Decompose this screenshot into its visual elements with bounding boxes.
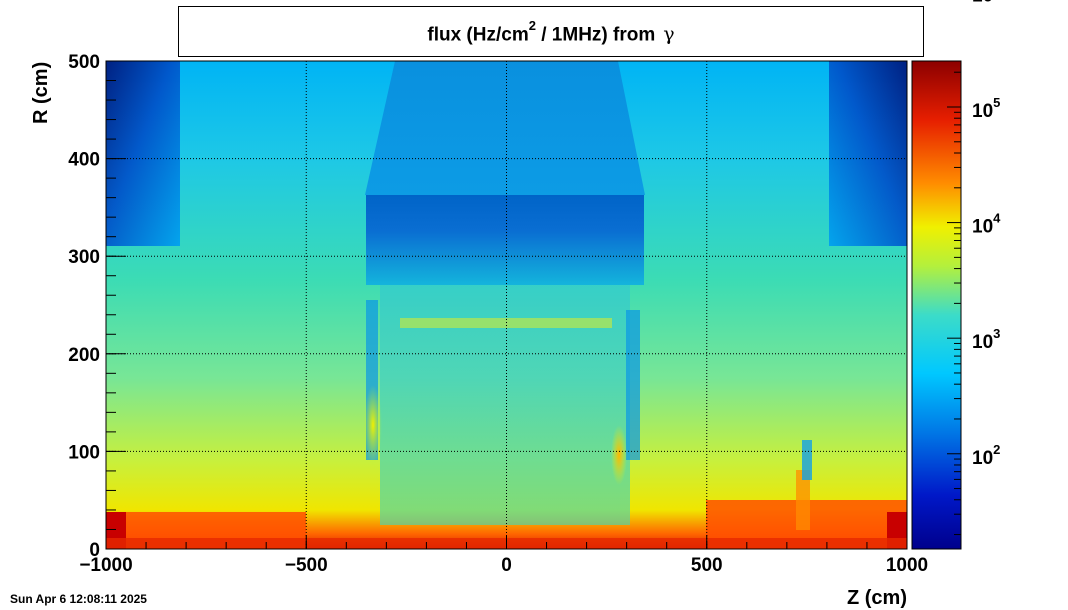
y-axis-title: R (cm) [30, 62, 52, 124]
region-calorimeter-top [365, 61, 645, 195]
datestamp: Sun Apr 6 12:08:11 2025 [10, 592, 147, 606]
x-tick-label: −1000 [79, 555, 132, 576]
region-endcap-shield-right [829, 61, 907, 246]
region-hotspot-left [364, 385, 382, 465]
palette-axis: 102 103 104 105 106 [947, 0, 1001, 536]
color-palette [911, 60, 962, 550]
region-right-hot-column [796, 470, 810, 530]
chart-title: flux (Hz/cm2 / 1MHz) from γ [427, 18, 675, 46]
chart-title-box: flux (Hz/cm2 / 1MHz) from γ [178, 6, 924, 57]
y-tick-label: 500 [68, 52, 100, 73]
y-tick-label: 300 [68, 247, 100, 268]
y-tick-label: 200 [68, 345, 100, 366]
region-right-blue-column [802, 440, 812, 480]
y-tick-label: 0 [89, 540, 100, 561]
region-center-strip [400, 318, 612, 328]
x-axis: −1000 −500 0 500 1000 [79, 535, 928, 576]
y-tick-label: 100 [68, 442, 100, 463]
x-tick-label: 1000 [886, 555, 928, 576]
x-tick-label: 0 [501, 555, 512, 576]
region-right-wall [626, 310, 640, 460]
x-tick-label: 500 [691, 555, 723, 576]
palette-tick-label: 102 [972, 442, 1000, 469]
y-axis: 0 100 200 300 400 500 [68, 52, 126, 561]
x-axis-title: Z (cm) [847, 587, 907, 609]
palette-tick-label: 106 [972, 0, 1000, 6]
region-endcap-shield-left [106, 61, 180, 246]
region-hotspot-right [611, 425, 627, 485]
region-calorimeter-band [366, 195, 644, 285]
palette-tick-label: 105 [972, 95, 1000, 122]
y-tick-label: 400 [68, 150, 100, 171]
palette-tick-label: 103 [972, 326, 1000, 353]
palette-tick-label: 104 [972, 211, 1001, 238]
x-tick-label: −500 [285, 555, 328, 576]
